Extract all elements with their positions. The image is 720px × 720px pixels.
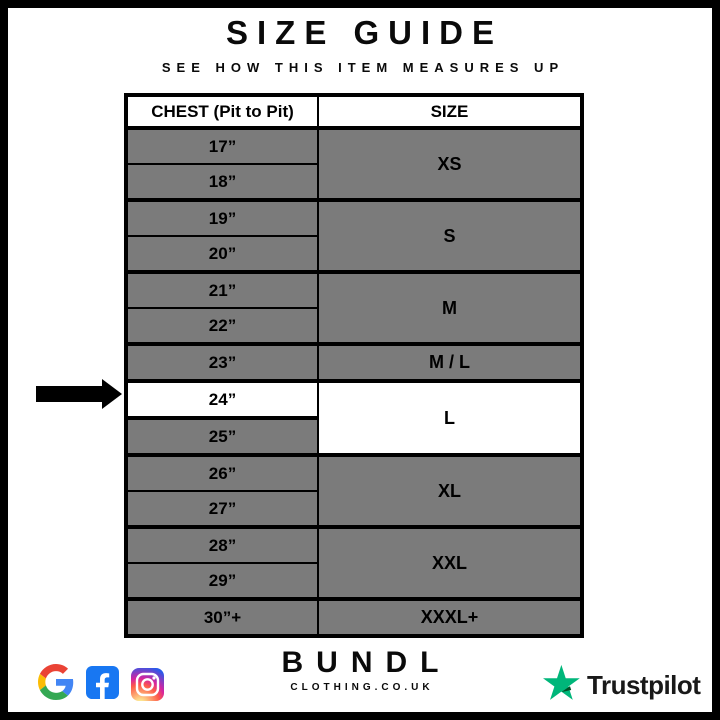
selected-size-arrow-icon xyxy=(36,379,122,409)
row-28: 28” XXL xyxy=(125,525,583,600)
measurement-cell: 26” xyxy=(125,453,319,492)
instagram-icon[interactable] xyxy=(131,668,164,701)
size-cell-s: S xyxy=(317,198,583,273)
size-cell-ml: M / L xyxy=(317,342,583,382)
column-header-chest: CHEST (Pit to Pit) xyxy=(125,94,319,130)
column-header-size: SIZE xyxy=(317,94,583,130)
measurement-cell: 21” xyxy=(125,270,319,309)
row-26: 26” XL xyxy=(125,453,583,528)
measurement-cell: 17” xyxy=(125,126,319,165)
facebook-icon[interactable] xyxy=(86,665,119,704)
row-22: 22” xyxy=(125,307,582,345)
page-title: SIZE GUIDE xyxy=(225,14,504,51)
trustpilot-star-icon xyxy=(543,664,581,706)
row-23: 23” M / L xyxy=(125,342,583,382)
size-cell-xs: XS xyxy=(317,126,583,201)
measurement-cell: 23” xyxy=(125,342,319,382)
measurement-cell: 20” xyxy=(125,235,319,273)
brand-name: BUNDL xyxy=(281,646,452,679)
brand-domain: CLOTHING.CO.UK xyxy=(290,682,434,693)
social-icons xyxy=(38,664,164,705)
row-29: 29” xyxy=(125,562,582,600)
size-cell-m: M xyxy=(317,270,583,345)
measurement-cell: 27” xyxy=(125,490,319,528)
trustpilot-label: Trustpilot xyxy=(587,669,701,700)
size-cell-xxl: XXL xyxy=(317,525,583,600)
measurement-cell: 28” xyxy=(125,525,319,564)
measurement-cell: 25” xyxy=(125,417,319,456)
measurement-cell: 22” xyxy=(125,307,319,345)
header-row: CHEST (Pit to Pit) SIZE xyxy=(125,94,583,130)
row-20: 20” xyxy=(125,235,582,273)
size-table: CHEST (Pit to Pit) SIZE 17” XS 18” 19” S… xyxy=(124,93,584,638)
trustpilot-logo[interactable]: Trustpilot xyxy=(543,664,701,706)
row-19: 19” S xyxy=(125,198,583,273)
row-27: 27” xyxy=(125,490,582,528)
size-cell-xl: XL xyxy=(317,453,583,528)
measurement-cell-selected: 24” xyxy=(125,379,319,420)
measurement-cell: 19” xyxy=(125,198,319,237)
row-18: 18” xyxy=(125,163,582,201)
row-24-selected: 24” L xyxy=(125,379,583,457)
measurement-cell: 30”+ xyxy=(125,597,319,637)
size-cell-xxxl: XXXL+ xyxy=(317,597,583,637)
row-30plus: 30”+ XXXL+ xyxy=(125,597,583,637)
page-subtitle: SEE HOW THIS ITEM MEASURES UP xyxy=(161,60,565,75)
measurement-cell: 29” xyxy=(125,562,319,600)
size-cell-l-selected: L xyxy=(317,379,583,457)
brand-logo: BUNDL CLOTHING.CO.UK xyxy=(8,646,712,694)
row-17: 17” XS xyxy=(125,126,583,201)
google-icon[interactable] xyxy=(38,664,74,705)
measurement-cell: 18” xyxy=(125,163,319,201)
row-21: 21” M xyxy=(125,270,583,345)
row-25: 25” xyxy=(125,417,582,456)
